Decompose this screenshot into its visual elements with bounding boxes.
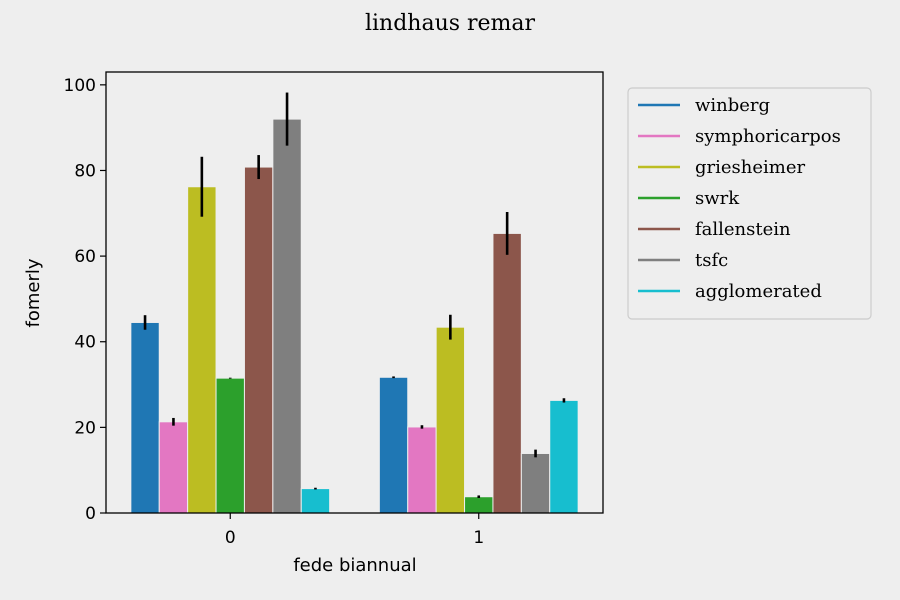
plot-frame bbox=[105, 71, 604, 514]
bar-symphoricarpos bbox=[407, 426, 437, 514]
bar-agglomerated bbox=[549, 399, 579, 514]
bar-tsfc bbox=[272, 118, 302, 514]
legend-label-swrk: swrk bbox=[695, 188, 740, 209]
bar-tsfc bbox=[520, 452, 551, 514]
bar-griesheimer bbox=[187, 186, 217, 514]
bar-griesheimer bbox=[435, 326, 466, 514]
y-tick-label: 80 bbox=[74, 161, 96, 181]
bar-winberg bbox=[378, 376, 409, 514]
bar-winberg bbox=[130, 321, 160, 514]
bar-swrk bbox=[215, 377, 245, 514]
chart-title: lindhaus remar bbox=[365, 11, 536, 36]
plot-area bbox=[130, 92, 579, 514]
bar-agglomerated bbox=[300, 488, 331, 514]
legend: winberg symphoricarpos griesheimer swrk fall… bbox=[627, 87, 872, 320]
bar-swrk bbox=[464, 496, 494, 514]
legend-label-agglomerated: agglomerated bbox=[695, 281, 822, 302]
y-tick-label: 40 bbox=[74, 333, 96, 353]
legend-label-winberg: winberg bbox=[695, 95, 770, 116]
y-tick-label: 100 bbox=[64, 76, 96, 96]
legend-label-symphoricarpos: symphoricarpos bbox=[695, 126, 841, 147]
x-axis-label: fede biannual bbox=[293, 555, 416, 576]
bar-symphoricarpos bbox=[158, 421, 189, 514]
x-tick-label: 0 bbox=[225, 528, 236, 548]
y-tick-label: 20 bbox=[74, 418, 96, 438]
y-tick-label: 0 bbox=[85, 504, 96, 524]
legend-label-griesheimer: griesheimer bbox=[695, 157, 805, 178]
legend-box bbox=[627, 87, 872, 320]
bar-fallenstein bbox=[243, 166, 274, 514]
legend-label-fallenstein: fallenstein bbox=[695, 219, 791, 240]
y-axis-label: fomerly bbox=[23, 258, 44, 327]
y-axis: 0 20 40 60 80 100 bbox=[64, 76, 106, 524]
bar-fallenstein bbox=[492, 232, 522, 514]
legend-label-tsfc: tsfc bbox=[695, 250, 728, 271]
y-tick-label: 60 bbox=[74, 247, 96, 267]
x-tick-label: 1 bbox=[473, 528, 484, 548]
